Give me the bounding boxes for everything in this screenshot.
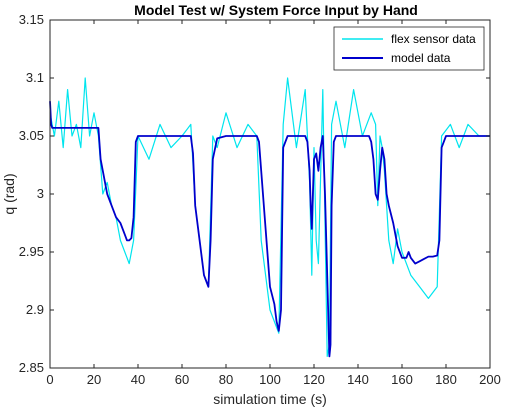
series-line-flex-sensor-data bbox=[49, 77, 490, 357]
ticks-layer: 0 20 40 60 80 100 120 140 160 180 200 2.85 2.9 2.95 3 3… bbox=[19, 12, 501, 387]
x-tick-label: 140 bbox=[347, 372, 369, 387]
y-tick-label: 2.95 bbox=[19, 244, 44, 259]
chart-title: Model Test w/ System Force Input by Hand bbox=[134, 2, 418, 18]
y-tick-label: 3.15 bbox=[19, 12, 44, 27]
x-tick-label: 160 bbox=[391, 372, 413, 387]
legend-label-model-data: model data bbox=[391, 51, 451, 65]
y-tick-label: 2.9 bbox=[26, 302, 44, 317]
x-tick-label: 0 bbox=[46, 372, 53, 387]
legend-box bbox=[333, 26, 485, 71]
y-tick-label: 3.1 bbox=[26, 70, 44, 85]
x-tick-label: 180 bbox=[435, 372, 457, 387]
plot-frame bbox=[49, 19, 491, 369]
legend-label-flex-sensor-data: flex sensor data bbox=[391, 32, 476, 46]
y-axis-label: q (rad) bbox=[1, 173, 17, 214]
y-tick-label: 3 bbox=[37, 186, 44, 201]
x-tick-label: 200 bbox=[479, 372, 501, 387]
x-axis-label: simulation time (s) bbox=[213, 391, 327, 407]
x-tick-label: 120 bbox=[303, 372, 325, 387]
legend: flex sensor data model data bbox=[333, 26, 485, 71]
x-tick-label: 20 bbox=[87, 372, 101, 387]
x-tick-label: 40 bbox=[131, 372, 145, 387]
y-tick-label: 3.05 bbox=[19, 128, 44, 143]
series-line-model-data bbox=[49, 101, 490, 358]
x-tick-label: 80 bbox=[219, 372, 233, 387]
x-tick-label: 60 bbox=[175, 372, 189, 387]
y-tick-label: 2.85 bbox=[19, 360, 44, 375]
plot-area bbox=[50, 20, 490, 368]
x-tick-label: 100 bbox=[259, 372, 281, 387]
series-layer bbox=[49, 77, 490, 358]
